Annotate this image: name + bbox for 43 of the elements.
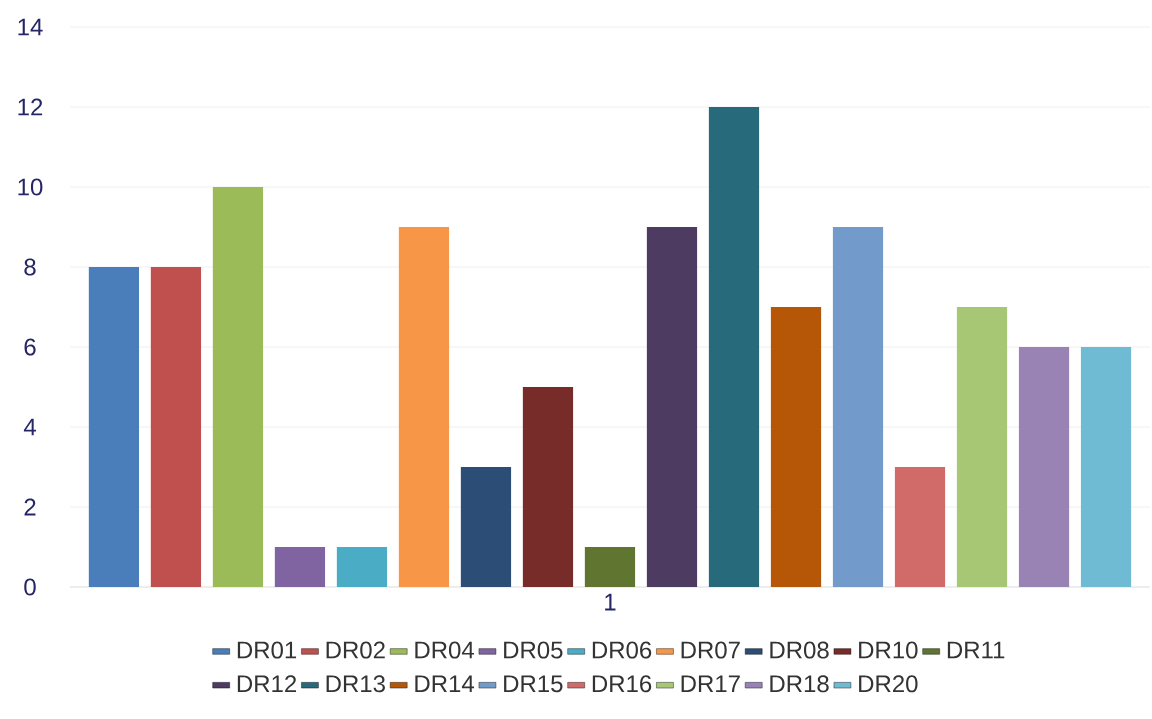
- y-tick-label: 2: [24, 498, 36, 516]
- bar: [1080, 347, 1132, 587]
- y-tick-label: 0: [24, 578, 36, 596]
- legend-label: DR02: [326, 641, 385, 659]
- legend-label: DR16: [592, 675, 652, 693]
- bar: [150, 267, 202, 587]
- bar: [398, 227, 450, 587]
- bar: [708, 106, 760, 587]
- x-tick-label: 1: [605, 593, 616, 611]
- bar: [770, 307, 822, 587]
- bar: [894, 467, 946, 587]
- legend-label: DR08: [770, 641, 829, 659]
- bar: [584, 547, 636, 587]
- y-tick-label: 14: [18, 18, 43, 36]
- y-tick-label: 8: [24, 258, 36, 276]
- bar: [522, 387, 574, 587]
- legend-label: DR12: [237, 675, 297, 693]
- bar: [646, 227, 698, 587]
- legend-label: DR01: [237, 641, 297, 659]
- legend-label: DR11: [947, 641, 1005, 659]
- legend-label: DR10: [859, 641, 918, 659]
- legend-label: DR04: [415, 641, 475, 659]
- legend-label: DR15: [504, 675, 563, 693]
- legend-label: DR18: [770, 675, 829, 693]
- legend-label: DR06: [592, 641, 652, 659]
- legend-label: DR14: [415, 675, 475, 692]
- bar: [460, 467, 512, 587]
- legend-label: DR13: [326, 675, 385, 693]
- y-tick-label: 10: [18, 178, 43, 196]
- bar: [336, 547, 388, 587]
- legend-label: DR05: [504, 641, 563, 659]
- bar: [1018, 347, 1070, 587]
- bar: [88, 267, 140, 587]
- bar: [212, 186, 264, 587]
- y-tick-label: 4: [23, 418, 36, 436]
- y-tick-label: 12: [18, 98, 43, 116]
- bar: [274, 547, 326, 587]
- bar: [832, 227, 884, 587]
- legend-label: DR07: [681, 641, 740, 659]
- legend-label: DR17: [681, 675, 740, 692]
- bar: [956, 307, 1008, 587]
- y-tick-label: 6: [24, 338, 36, 356]
- legend-label: DR20: [859, 675, 918, 693]
